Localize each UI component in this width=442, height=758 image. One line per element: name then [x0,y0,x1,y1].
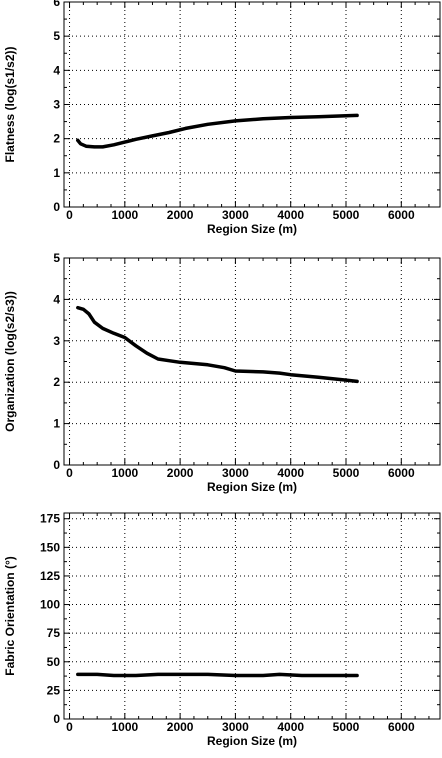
x-tick-label: 3000 [222,466,249,480]
y-tick-label: 2 [53,132,60,146]
series-line [76,113,359,149]
series-line [76,672,359,678]
y-tick-label: 3 [53,334,60,348]
x-tick-label: 6000 [388,466,415,480]
x-axis-title: Region Size (m) [207,734,297,748]
y-tick-label: 0 [53,458,60,472]
x-tick-label: 2000 [167,720,194,734]
y-tick-label: 50 [47,655,61,669]
y-tick-label: 4 [53,63,60,77]
y-tick-label: 175 [40,512,60,526]
y-axis-title: Organization (log(s2/s3)) [3,291,17,432]
y-tick-label: 125 [40,569,60,583]
y-tick-label: 0 [53,200,60,214]
y-tick-label: 5 [53,29,60,43]
plot-frame [63,257,441,466]
y-tick-label: 0 [53,712,60,726]
y-tick-label: 6 [53,0,60,9]
y-tick-label: 75 [47,626,61,640]
y-tick-label: 100 [40,598,60,612]
x-tick-label: 0 [66,720,73,734]
x-tick-label: 3000 [222,208,249,222]
x-tick-label: 0 [66,466,73,480]
x-tick-label: 4000 [277,720,304,734]
x-tick-label: 1000 [111,466,138,480]
y-tick-label: 25 [47,683,61,697]
x-tick-label: 5000 [333,208,360,222]
x-axis-title: Region Size (m) [207,222,297,236]
y-axis-title: Fabric Orientation (°) [3,556,17,675]
y-tick-label: 150 [40,540,60,554]
x-tick-label: 5000 [333,720,360,734]
x-tick-label: 3000 [222,720,249,734]
y-axis-title: Flatness (log(s1/s2)) [3,46,17,162]
y-tick-label: 4 [53,292,60,306]
x-tick-label: 5000 [333,466,360,480]
y-tick-label: 3 [53,98,60,112]
x-tick-label: 2000 [167,208,194,222]
y-tick-label: 1 [53,417,60,431]
x-axis-title: Region Size (m) [207,480,297,494]
y-tick-label: 5 [53,251,60,265]
series-line [76,305,359,384]
y-tick-label: 1 [53,166,60,180]
chart-panel-orientation: 0 1000 2000 3000 4000 5000 6000 0 25 50 75 100 125 15… [3,512,441,748]
chart-panel-flatness: 0 1000 2000 3000 4000 5000 6000 0 1 2 3 4 5 6 Region S… [3,0,441,236]
x-tick-label: 6000 [388,208,415,222]
chart-panel-organization: 0 1000 2000 3000 4000 5000 6000 0 1 2 3 4 5 Region Si… [3,251,441,494]
x-tick-label: 6000 [388,720,415,734]
y-tick-label: 2 [53,375,60,389]
x-tick-label: 1000 [111,208,138,222]
x-tick-label: 0 [66,208,73,222]
x-tick-label: 4000 [277,466,304,480]
x-tick-label: 4000 [277,208,304,222]
x-tick-label: 1000 [111,720,138,734]
x-tick-label: 2000 [167,466,194,480]
plot-frame [63,512,441,720]
